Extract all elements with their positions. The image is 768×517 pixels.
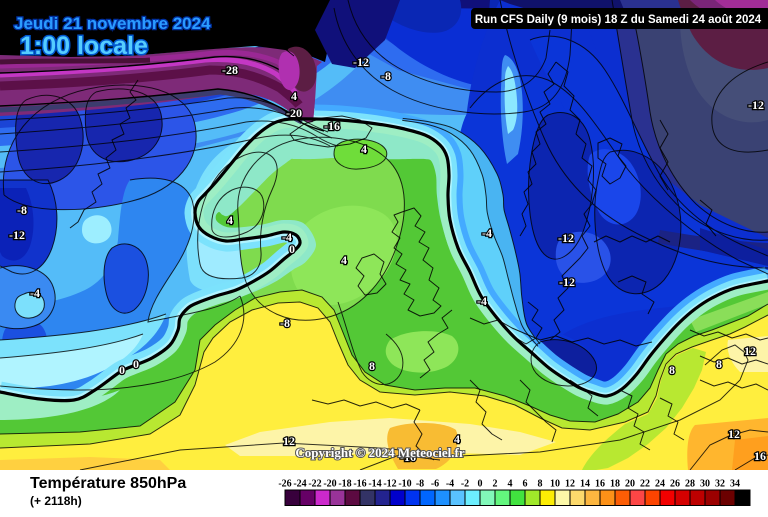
svg-text:-8: -8 [280,316,290,330]
svg-text:20: 20 [625,479,635,490]
svg-text:-16: -16 [353,479,366,490]
svg-text:Jeudi 21 novembre 2024: Jeudi 21 novembre 2024 [14,14,211,33]
svg-text:-8: -8 [416,479,424,490]
svg-text:-12: -12 [383,479,396,490]
svg-text:8: 8 [538,479,543,490]
svg-text:-22: -22 [308,479,321,490]
svg-text:-16: -16 [324,119,340,133]
svg-text:18: 18 [610,479,620,490]
svg-text:12: 12 [744,344,756,358]
svg-text:8: 8 [369,359,375,373]
svg-text:0: 0 [133,357,139,371]
svg-text:-10: -10 [398,479,411,490]
svg-text:-4: -4 [482,226,492,240]
svg-text:-2: -2 [461,479,469,490]
svg-text:-24: -24 [293,479,306,490]
svg-text:12: 12 [283,434,295,448]
svg-text:8: 8 [716,357,722,371]
svg-text:4: 4 [227,213,233,227]
svg-text:0: 0 [119,363,125,377]
svg-text:30: 30 [700,479,710,490]
svg-text:(+ 2118h): (+ 2118h) [30,494,82,508]
svg-text:-20: -20 [323,479,336,490]
svg-text:1:00 locale: 1:00 locale [20,32,148,60]
svg-text:-16: -16 [400,450,416,464]
svg-text:34: 34 [730,479,740,490]
svg-text:0: 0 [478,479,483,490]
svg-text:6: 6 [523,479,528,490]
svg-text:-6: -6 [431,479,439,490]
svg-text:-4: -4 [477,294,487,308]
svg-text:-12: -12 [353,55,369,69]
svg-text:12: 12 [728,427,740,441]
svg-text:-18: -18 [338,479,351,490]
svg-text:32: 32 [715,479,725,490]
svg-text:-8: -8 [17,203,27,217]
svg-text:Copyright © 2024 Meteociel.fr: Copyright © 2024 Meteociel.fr [295,445,465,460]
svg-text:-4: -4 [30,286,40,300]
svg-text:-4: -4 [446,479,454,490]
svg-text:8: 8 [669,363,675,377]
svg-text:12: 12 [565,479,575,490]
svg-text:-4: -4 [282,230,292,244]
svg-text:10: 10 [550,479,560,490]
svg-text:-12: -12 [9,228,25,242]
svg-text:-12: -12 [559,275,575,289]
svg-text:4: 4 [291,89,297,103]
svg-text:4: 4 [341,253,347,267]
svg-text:-28: -28 [222,63,238,77]
svg-text:4: 4 [361,142,367,156]
svg-text:22: 22 [640,479,650,490]
svg-text:0: 0 [289,242,295,256]
svg-text:-8: -8 [381,69,391,83]
svg-text:28: 28 [685,479,695,490]
svg-text:26: 26 [670,479,680,490]
svg-text:16: 16 [754,449,766,463]
svg-text:-14: -14 [368,479,381,490]
svg-text:24: 24 [655,479,665,490]
svg-text:16: 16 [595,479,605,490]
svg-text:4: 4 [508,479,513,490]
svg-text:Run CFS Daily (9 mois) 18 Z du: Run CFS Daily (9 mois) 18 Z du Samedi 24… [475,14,762,26]
svg-text:-12: -12 [558,231,574,245]
svg-text:14: 14 [580,479,590,490]
svg-text:-20: -20 [286,106,302,120]
svg-text:2: 2 [493,479,498,490]
svg-text:-12: -12 [748,98,764,112]
svg-text:Température 850hPa: Température 850hPa [30,475,186,492]
svg-text:-26: -26 [278,479,291,490]
svg-text:4: 4 [454,432,460,446]
